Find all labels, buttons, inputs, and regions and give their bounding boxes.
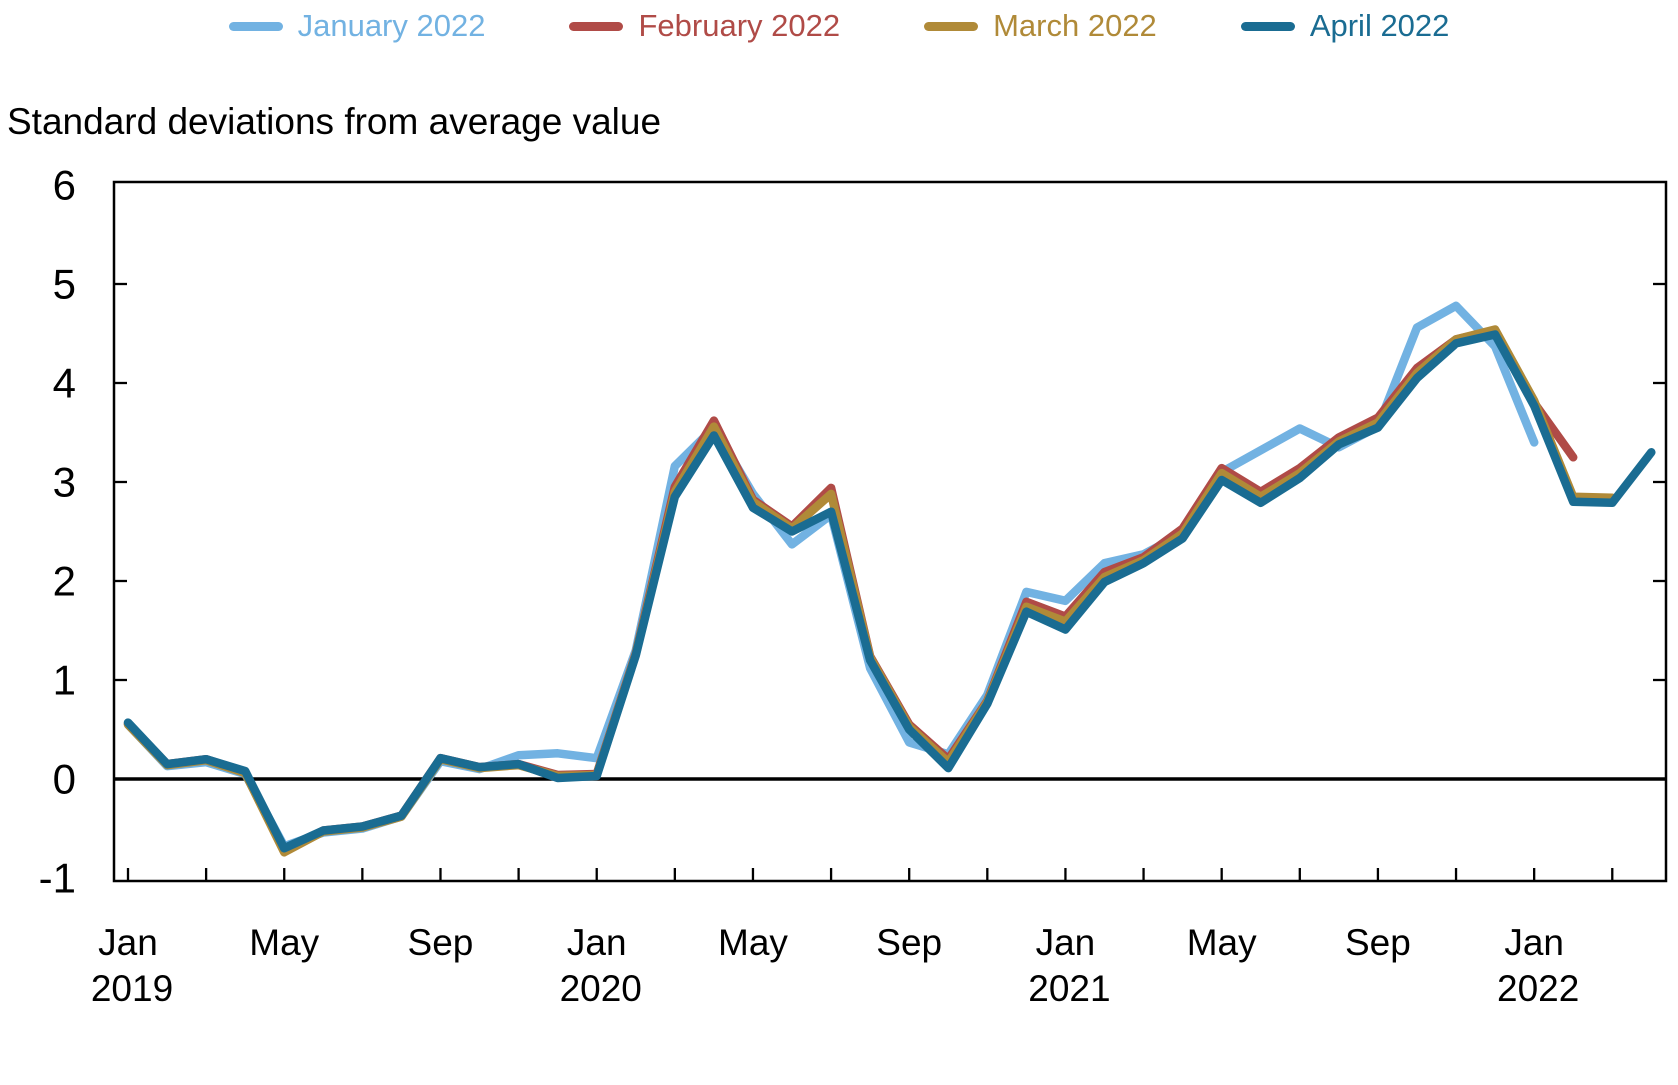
legend-label-april-2022: April 2022 [1309,8,1450,43]
x-tick-label-year: 2022 [1497,968,1579,1009]
x-tick-label-year: 2019 [91,968,173,1009]
series-line-april-2022 [123,330,1656,853]
legend-label-march-2022: March 2022 [993,8,1157,43]
x-tick-label-month: Jan [98,922,158,963]
series-line-january-2022 [123,301,1539,851]
legend-swatch-april-2022 [1240,21,1295,31]
legend-label-february-2022: February 2022 [638,8,841,43]
x-tick-label-month: May [1187,922,1257,963]
y-tick-label: 5 [53,261,76,308]
y-tick-label: 2 [53,558,76,605]
legend-item-april-2022: April 2022 [1240,8,1450,44]
x-tick-label-month: Jan [1036,922,1096,963]
legend-swatch-march-2022 [924,21,979,31]
legend-item-january-2022: January 2022 [228,8,486,44]
axis-units-title: Standard deviations from average value [7,101,662,142]
legend-swatch-february-2022 [569,21,624,31]
x-tick-label-month: Sep [408,922,474,963]
y-tick-label: 0 [53,756,76,803]
x-tick-label-month: Jan [567,922,627,963]
y-tick-label: -1 [39,855,76,902]
y-tick-label: 1 [53,657,76,704]
legend-label-january-2022: January 2022 [297,8,486,43]
plot-frame [112,180,1668,883]
y-tick-label: 6 [53,162,76,209]
chart-legend: January 2022 February 2022 March 2022 Ap… [0,8,1678,44]
x-tick-label-month: Sep [876,922,942,963]
legend-swatch-january-2022 [228,21,283,31]
x-tick-label-month: May [249,922,319,963]
x-tick-label-month: May [718,922,788,963]
y-tick-label: 4 [53,360,76,407]
y-tick-label: 3 [53,459,76,506]
x-tick-label-year: 2020 [560,968,642,1009]
x-tick-label-year: 2021 [1028,968,1110,1009]
legend-item-february-2022: February 2022 [569,8,840,44]
x-tick-label-month: Sep [1345,922,1411,963]
x-tick-label-month: Jan [1504,922,1564,963]
legend-item-march-2022: March 2022 [924,8,1157,44]
